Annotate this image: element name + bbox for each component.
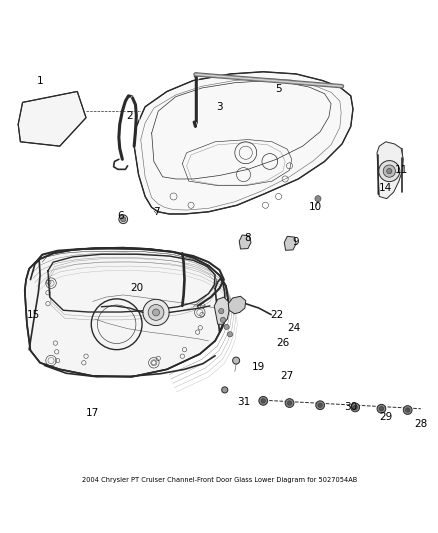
Text: 26: 26 xyxy=(276,338,289,348)
Circle shape xyxy=(382,165,395,177)
FancyBboxPatch shape xyxy=(392,148,401,166)
Text: 6: 6 xyxy=(117,211,124,221)
Text: 24: 24 xyxy=(286,323,300,333)
Circle shape xyxy=(378,160,399,182)
Circle shape xyxy=(261,399,265,403)
Circle shape xyxy=(315,401,324,409)
Polygon shape xyxy=(228,296,245,314)
Text: 22: 22 xyxy=(269,310,283,320)
Circle shape xyxy=(314,196,320,201)
Circle shape xyxy=(350,403,359,412)
Circle shape xyxy=(386,168,391,174)
Text: 20: 20 xyxy=(130,284,143,293)
Circle shape xyxy=(220,317,225,322)
Text: 8: 8 xyxy=(244,233,251,243)
Text: 31: 31 xyxy=(237,397,250,407)
Polygon shape xyxy=(284,236,295,251)
Polygon shape xyxy=(18,92,86,146)
Circle shape xyxy=(287,401,291,405)
Text: 7: 7 xyxy=(152,207,159,217)
Polygon shape xyxy=(134,72,352,214)
Text: 5: 5 xyxy=(275,84,281,94)
Circle shape xyxy=(218,309,223,314)
Text: 19: 19 xyxy=(252,362,265,372)
Circle shape xyxy=(376,405,385,413)
Polygon shape xyxy=(214,297,229,324)
Circle shape xyxy=(285,399,293,407)
Circle shape xyxy=(378,407,383,411)
Circle shape xyxy=(119,215,127,224)
Text: 1: 1 xyxy=(37,76,43,85)
Text: 9: 9 xyxy=(292,237,299,247)
Circle shape xyxy=(258,397,267,405)
Circle shape xyxy=(317,403,321,407)
Text: 28: 28 xyxy=(413,419,427,429)
Circle shape xyxy=(221,387,227,393)
Text: 30: 30 xyxy=(343,401,357,411)
Circle shape xyxy=(143,300,169,326)
Circle shape xyxy=(403,406,411,415)
Polygon shape xyxy=(239,235,251,249)
Circle shape xyxy=(227,332,232,337)
Text: 17: 17 xyxy=(86,408,99,418)
Circle shape xyxy=(120,216,126,222)
Circle shape xyxy=(223,324,229,329)
Text: 14: 14 xyxy=(378,183,392,193)
Text: 27: 27 xyxy=(280,371,293,381)
Polygon shape xyxy=(376,142,403,199)
Text: 2004 Chrysler PT Cruiser Channel-Front Door Glass Lower Diagram for 5027054AB: 2004 Chrysler PT Cruiser Channel-Front D… xyxy=(82,477,356,483)
Polygon shape xyxy=(25,248,228,377)
Circle shape xyxy=(148,304,163,320)
Circle shape xyxy=(232,357,239,364)
Circle shape xyxy=(405,408,409,412)
Text: 29: 29 xyxy=(378,413,392,423)
Text: 10: 10 xyxy=(308,203,321,213)
Text: 3: 3 xyxy=(215,102,223,112)
Circle shape xyxy=(352,405,357,409)
Text: 11: 11 xyxy=(394,165,407,175)
Circle shape xyxy=(152,309,159,316)
Text: 15: 15 xyxy=(27,310,40,320)
Text: 2: 2 xyxy=(126,110,133,120)
